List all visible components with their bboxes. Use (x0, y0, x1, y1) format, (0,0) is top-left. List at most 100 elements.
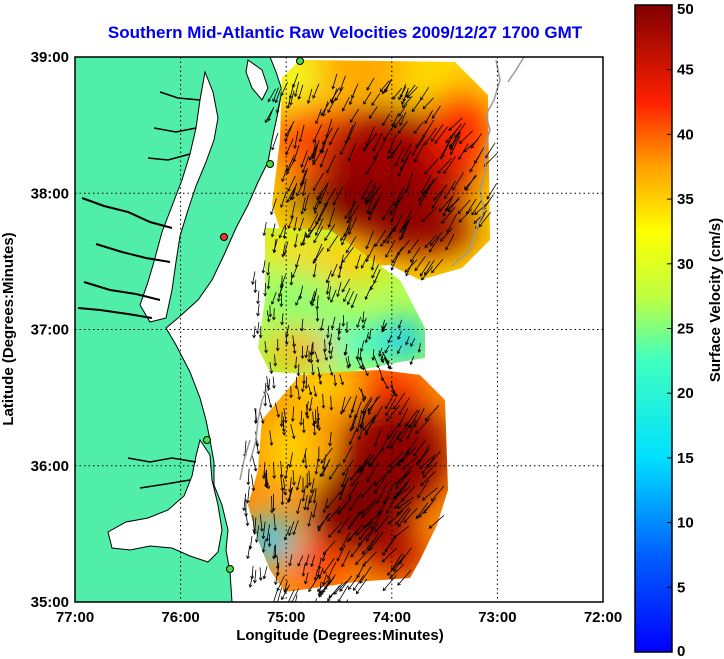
velocity-vector (287, 215, 294, 229)
velocity-vector (376, 483, 388, 504)
velocity-vector (344, 201, 357, 220)
velocity-vector (301, 380, 305, 393)
velocity-vector (271, 133, 279, 151)
velocity-vector (261, 521, 266, 540)
velocity-vector (319, 318, 324, 332)
velocity-vector (340, 469, 350, 488)
velocity-vector (424, 176, 439, 194)
velocity-vector (458, 143, 469, 160)
velocity-vector (306, 88, 313, 104)
velocity-vector (336, 498, 352, 514)
velocity-vector (396, 345, 402, 355)
velocity-vector (303, 194, 309, 212)
velocity-vector (361, 538, 376, 555)
velocity-vector (329, 463, 341, 480)
velocity-vector (372, 132, 383, 152)
velocity-vector (313, 193, 323, 215)
velocity-vector (415, 130, 428, 149)
velocity-vector (366, 522, 379, 542)
velocity-vector (395, 471, 411, 490)
velocity-vector (278, 225, 286, 239)
velocity-vector (401, 95, 413, 108)
colorbar-tick-label: 40 (677, 126, 694, 143)
velocity-vector (298, 285, 304, 300)
velocity-vector (382, 351, 390, 364)
velocity-vector (397, 319, 403, 329)
velocity-vector (394, 147, 405, 168)
velocity-vector (313, 568, 318, 581)
grid-lines (75, 57, 603, 602)
velocity-vector (346, 290, 355, 306)
albemarle-tributaries (127, 457, 197, 489)
velocity-vector (267, 533, 272, 548)
velocity-vector (293, 356, 298, 369)
velocity-vector (382, 227, 396, 244)
velocity-vector (337, 516, 350, 534)
velocity-vector (339, 374, 344, 386)
velocity-vector (341, 315, 346, 327)
velocity-vector (285, 120, 295, 137)
velocity-vector (406, 419, 417, 440)
velocity-vector (303, 494, 308, 511)
velocity-vector (362, 414, 377, 431)
velocity-vector (428, 514, 445, 529)
velocity-vector (362, 363, 369, 377)
velocity-vector (365, 230, 375, 250)
velocity-vector (384, 344, 390, 354)
velocity-vector (328, 333, 333, 347)
colorbar-tick-label: 20 (677, 385, 694, 402)
velocity-vector (315, 108, 322, 125)
velocity-vector (401, 90, 409, 105)
velocity-vector (339, 136, 350, 156)
velocity-vector (361, 388, 366, 403)
velocity-vector (292, 335, 296, 348)
velocity-vector (312, 263, 317, 278)
velocity-vector (355, 550, 369, 565)
velocity-vector (289, 183, 297, 201)
velocity-vector (296, 499, 302, 515)
velocity-vector (273, 544, 278, 559)
velocity-vector (443, 156, 456, 175)
velocity-vector (397, 330, 402, 340)
velocity-vector (292, 470, 296, 486)
velocity-vector (398, 397, 410, 416)
velocity-vector (446, 213, 458, 234)
velocity-vector (272, 87, 279, 103)
velocity-vector (326, 492, 341, 509)
velocity-vector (312, 502, 317, 519)
velocity-vector (269, 495, 274, 514)
velocity-vector (413, 121, 424, 134)
velocity-vector (295, 475, 302, 491)
velocity-vector (378, 368, 384, 382)
velocity-vector (444, 180, 456, 200)
velocity-vector (329, 395, 334, 411)
velocity-vector (365, 185, 377, 206)
velocity-vector (328, 431, 332, 447)
velocity-vector (309, 351, 314, 364)
velocity-vector (415, 418, 431, 435)
velocity-vector (394, 115, 404, 129)
upper-bay-tributaries (147, 91, 201, 161)
velocity-vector (439, 227, 453, 242)
velocity-vector (326, 235, 339, 252)
velocity-vector (373, 475, 387, 495)
velocity-vector (287, 175, 296, 192)
velocity-vector (289, 272, 294, 286)
velocity-vector (251, 271, 256, 285)
velocity-vector (424, 110, 433, 125)
velocity-vector (304, 376, 309, 390)
x-tick-label: 75:00 (267, 609, 305, 626)
velocity-vector (366, 462, 379, 483)
velocity-vector (330, 289, 337, 303)
velocity-vector (327, 207, 335, 228)
velocity-vector (288, 554, 293, 567)
velocity-vector (424, 404, 440, 422)
velocity-vector (274, 402, 280, 418)
velocity-vector (315, 308, 320, 322)
velocity-vector (308, 213, 319, 233)
velocity-vector (317, 366, 322, 379)
velocity-vector (279, 460, 284, 478)
velocity-vector (343, 218, 352, 237)
velocity-vector (336, 327, 341, 341)
velocity-vector (292, 217, 298, 232)
